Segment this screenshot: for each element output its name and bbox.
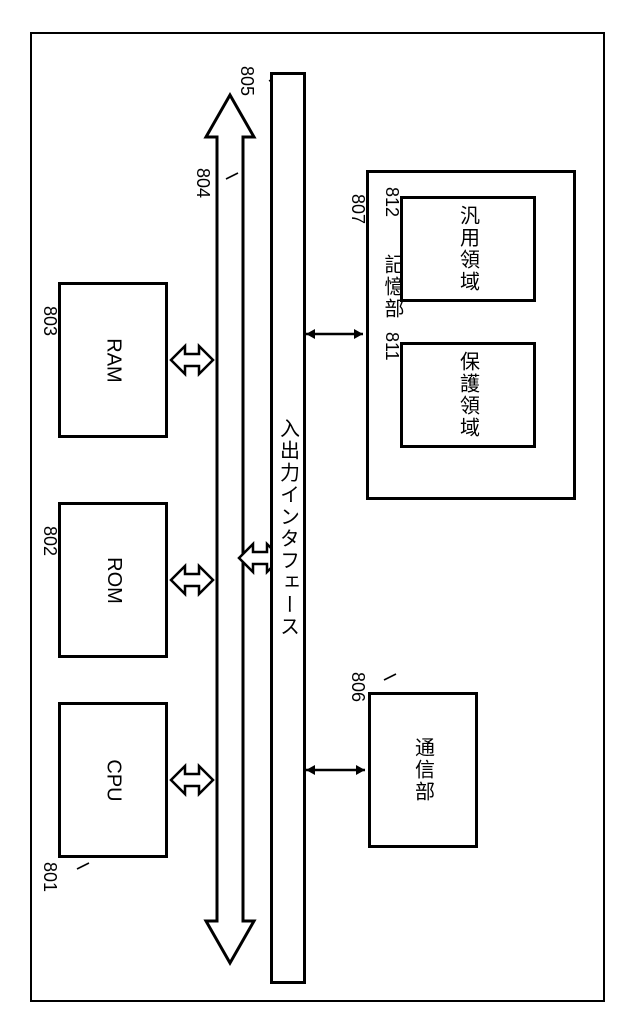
comm-label: 通信部	[409, 737, 438, 803]
ref-802: 802	[39, 526, 60, 556]
ref-812: 812	[381, 187, 402, 217]
general-area-label: 汎用領域	[454, 205, 483, 293]
ref-804: 804	[192, 168, 213, 198]
io-interface-box: 入出力インタフェース	[270, 72, 306, 984]
rom-box: ROM	[58, 502, 168, 658]
ref-805: 805	[236, 66, 257, 96]
protected-area-box: 保護領域	[400, 342, 536, 448]
ram-label: RAM	[101, 338, 124, 382]
rom-label: ROM	[101, 557, 124, 604]
ref-803: 803	[39, 306, 60, 336]
io-interface-label: 入出力インタフェース	[274, 418, 303, 638]
cpu-label: CPU	[101, 759, 124, 801]
protected-area-label: 保護領域	[454, 351, 483, 439]
ram-box: RAM	[58, 282, 168, 438]
comm-box: 通信部	[368, 692, 478, 848]
ref-801: 801	[39, 862, 60, 892]
cpu-box: CPU	[58, 702, 168, 858]
ref-806: 806	[347, 672, 368, 702]
general-area-box: 汎用領域	[400, 196, 536, 302]
ref-811: 811	[381, 332, 402, 361]
ref-807: 807	[347, 194, 368, 224]
